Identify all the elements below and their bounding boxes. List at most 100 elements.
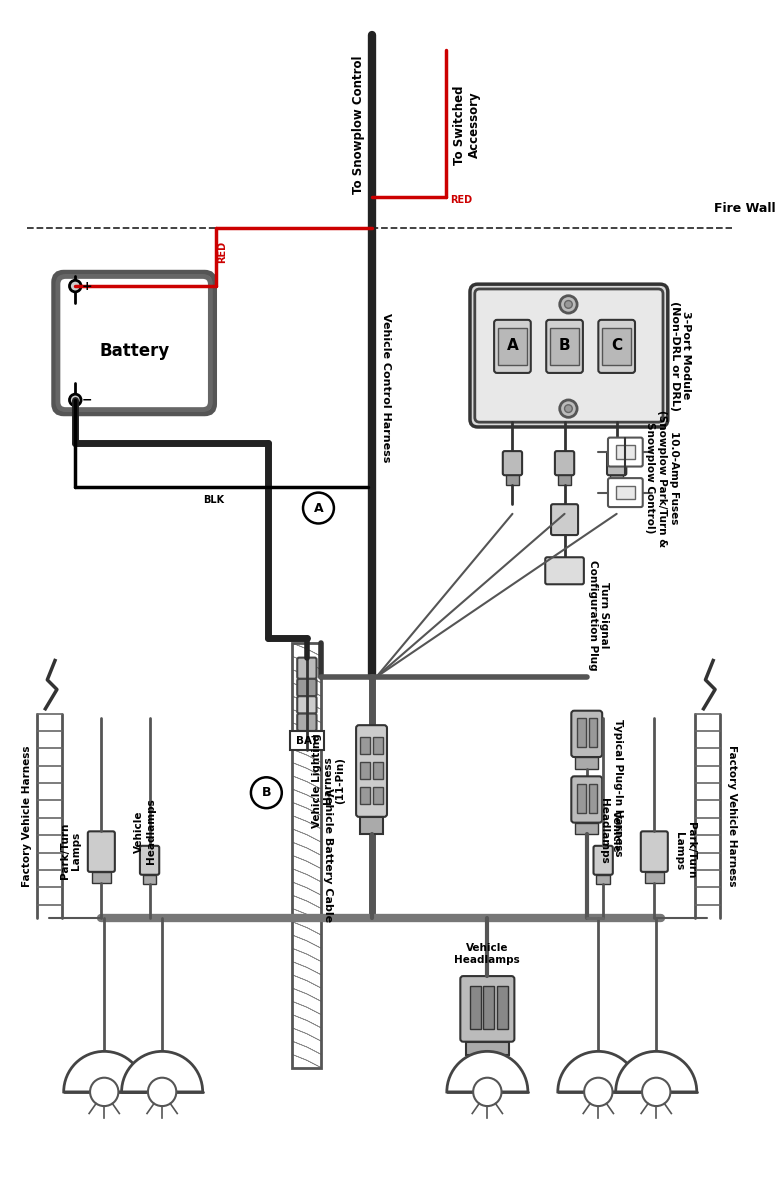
FancyBboxPatch shape (551, 504, 578, 535)
Polygon shape (292, 670, 321, 683)
FancyBboxPatch shape (555, 451, 574, 475)
Polygon shape (292, 1055, 321, 1068)
Polygon shape (292, 656, 321, 670)
Polygon shape (292, 948, 321, 961)
Text: Vehicle
Headlamps: Vehicle Headlamps (599, 798, 621, 864)
Text: Factory Vehicle Harness: Factory Vehicle Harness (22, 745, 32, 887)
FancyBboxPatch shape (572, 710, 602, 757)
FancyBboxPatch shape (297, 714, 317, 731)
Text: −: − (81, 393, 92, 406)
Polygon shape (292, 922, 321, 935)
Polygon shape (292, 816, 321, 829)
Bar (506, 475, 519, 485)
Bar (360, 787, 370, 804)
FancyBboxPatch shape (470, 284, 668, 427)
Polygon shape (292, 842, 321, 856)
Bar (558, 475, 572, 485)
Circle shape (303, 493, 334, 523)
Polygon shape (292, 789, 321, 803)
FancyBboxPatch shape (503, 451, 522, 475)
Bar (374, 787, 383, 804)
Bar (615, 485, 635, 500)
Polygon shape (292, 856, 321, 869)
FancyBboxPatch shape (297, 657, 317, 678)
Polygon shape (292, 869, 321, 882)
Text: Turn Signal
Configuration Plug: Turn Signal Configuration Plug (587, 560, 609, 670)
Bar (360, 817, 383, 835)
Polygon shape (292, 696, 321, 709)
Bar (602, 328, 631, 365)
Bar (615, 445, 635, 459)
Text: 10.0-Amp Fuses
(Snowplow Park/Turn &
Snowplow Control): 10.0-Amp Fuses (Snowplow Park/Turn & Sno… (645, 410, 679, 547)
Bar (360, 736, 370, 754)
Polygon shape (292, 776, 321, 789)
Bar (597, 875, 610, 884)
Wedge shape (615, 1051, 697, 1092)
Circle shape (642, 1077, 670, 1106)
Circle shape (148, 1077, 176, 1106)
Circle shape (473, 1077, 501, 1106)
Bar (576, 757, 598, 768)
Bar (498, 328, 527, 365)
Text: Vehicle Lighting
Harness
(11-Pin): Vehicle Lighting Harness (11-Pin) (311, 733, 345, 828)
Text: RED: RED (217, 242, 227, 263)
Bar (610, 475, 623, 485)
FancyBboxPatch shape (545, 558, 584, 584)
Polygon shape (292, 908, 321, 922)
Text: B: B (262, 786, 271, 799)
Circle shape (565, 301, 572, 308)
Bar (470, 986, 481, 1029)
FancyBboxPatch shape (461, 976, 515, 1042)
Bar (550, 328, 579, 365)
Text: Battery: Battery (99, 342, 169, 360)
Text: RED: RED (450, 195, 472, 205)
Text: C: C (611, 339, 622, 353)
Text: Vehicle Battery Cable: Vehicle Battery Cable (323, 789, 333, 922)
Polygon shape (292, 1002, 321, 1015)
Polygon shape (292, 1028, 321, 1041)
Text: Vehicle Control Harness: Vehicle Control Harness (381, 313, 391, 462)
Text: Fire Wall: Fire Wall (714, 201, 776, 214)
Bar (374, 736, 383, 754)
Bar (576, 823, 598, 835)
Wedge shape (63, 1051, 145, 1092)
FancyBboxPatch shape (58, 276, 210, 410)
Polygon shape (292, 895, 321, 908)
Text: BLK: BLK (203, 495, 224, 504)
FancyBboxPatch shape (356, 725, 387, 817)
Polygon shape (292, 961, 321, 974)
FancyBboxPatch shape (140, 845, 160, 875)
Bar (143, 875, 156, 884)
Polygon shape (292, 989, 321, 1002)
Circle shape (560, 400, 577, 417)
FancyBboxPatch shape (607, 451, 626, 475)
Polygon shape (292, 749, 321, 762)
Bar (644, 871, 664, 883)
Wedge shape (558, 1051, 639, 1092)
FancyBboxPatch shape (494, 320, 531, 373)
Polygon shape (292, 683, 321, 696)
Circle shape (70, 394, 81, 406)
Circle shape (70, 281, 81, 292)
Bar (466, 1042, 508, 1055)
Polygon shape (292, 736, 321, 749)
Text: Typical Plug-In Harness: Typical Plug-In Harness (612, 719, 622, 857)
Bar (374, 761, 383, 779)
FancyBboxPatch shape (475, 289, 663, 423)
FancyBboxPatch shape (608, 478, 643, 507)
Polygon shape (292, 829, 321, 842)
Text: Factory Vehicle Harness: Factory Vehicle Harness (726, 745, 737, 887)
FancyBboxPatch shape (54, 272, 214, 413)
Bar (589, 784, 597, 813)
Bar (589, 719, 597, 747)
FancyBboxPatch shape (88, 831, 115, 871)
FancyBboxPatch shape (640, 831, 668, 871)
Polygon shape (292, 762, 321, 776)
FancyBboxPatch shape (297, 678, 317, 696)
FancyBboxPatch shape (297, 696, 317, 714)
Bar (289, 731, 325, 751)
Polygon shape (292, 643, 321, 656)
Text: To Switched
Accessory: To Switched Accessory (453, 85, 481, 165)
FancyBboxPatch shape (546, 320, 583, 373)
Text: A: A (507, 339, 518, 353)
